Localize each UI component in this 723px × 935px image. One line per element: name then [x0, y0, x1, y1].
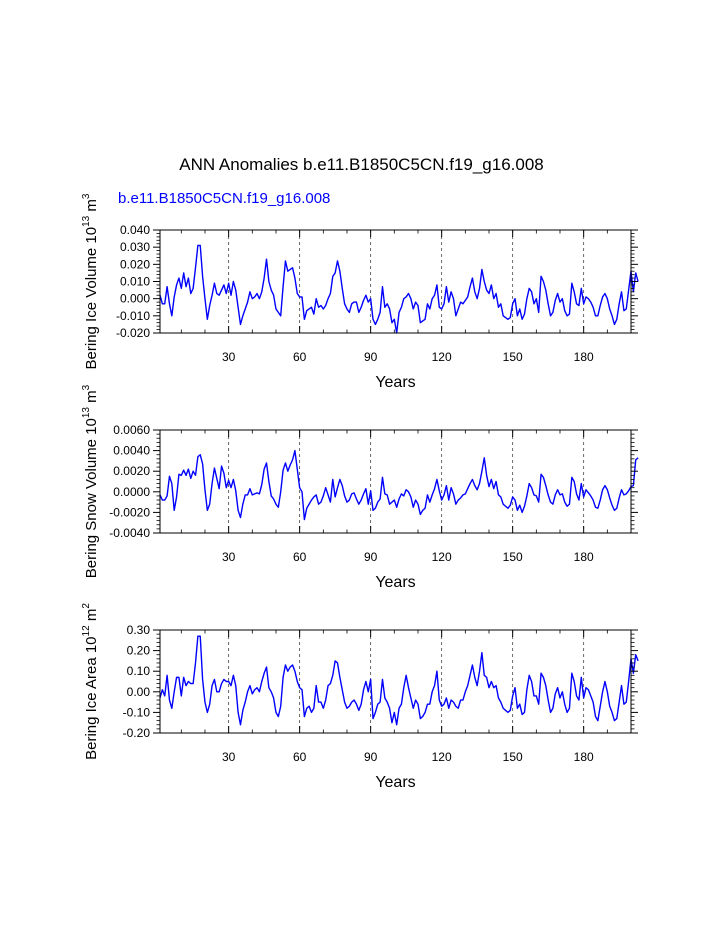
y-tick-label: 0.0040	[113, 444, 150, 458]
y-tick-label: 0.10	[127, 664, 151, 678]
y-tick-label: 0.0060	[113, 423, 150, 437]
x-tick-label: 90	[364, 750, 378, 764]
y-tick-label: -0.0040	[109, 526, 150, 540]
y-tick-label: 0.040	[120, 223, 150, 237]
plot-frame	[159, 629, 632, 734]
x-tick-label: 150	[503, 350, 523, 364]
x-tick-label: 180	[574, 750, 594, 764]
x-axis-title: Years	[375, 574, 415, 591]
x-tick-label: 120	[432, 350, 452, 364]
x-tick-label: 120	[432, 550, 452, 564]
y-tick-label: 0.0000	[113, 485, 150, 499]
y-tick-label: 0.020	[120, 257, 150, 271]
x-tick-label: 30	[222, 550, 236, 564]
y-tick-label: -0.010	[116, 309, 150, 323]
y-tick-label: 0.00	[127, 685, 151, 699]
y-tick-label: 0.000	[120, 292, 150, 306]
x-tick-label: 90	[364, 350, 378, 364]
y-tick-label: -0.10	[123, 705, 151, 719]
chart-panel-2: 30 60 90 120 150 180 -0.0040 -0.0020 0.0000 0.002…	[81, 384, 639, 591]
plot-frame	[159, 429, 632, 534]
x-tick-label: 60	[293, 750, 307, 764]
plot-frame	[159, 229, 632, 334]
x-tick-label: 90	[364, 550, 378, 564]
y-tick-label: 0.20	[127, 644, 151, 658]
x-tick-label: 120	[432, 750, 452, 764]
case-label: b.e11.B1850C5CN.f19_g16.008	[118, 190, 331, 207]
x-axis-title: Years	[375, 774, 415, 791]
x-tick-label: 150	[503, 750, 523, 764]
y-axis-title: Bering Ice Volume 1013 m3	[81, 193, 100, 369]
series-line	[159, 244, 639, 334]
chart-panel-3: 30 60 90 120 150 180 -0.20 -0.10 0.00 0.10 0.20 0.3…	[81, 603, 639, 791]
chart-panel-1: 30 60 90 120 150 180 -0.020 -0.010 0.000 0.010 0.0…	[81, 193, 639, 391]
y-tick-label: 0.010	[120, 275, 150, 289]
x-tick-label: 180	[574, 550, 594, 564]
series-line	[159, 449, 639, 521]
y-tick-label: 0.30	[127, 623, 151, 637]
x-tick-label: 150	[503, 550, 523, 564]
x-tick-label: 60	[293, 550, 307, 564]
series-line	[159, 635, 639, 726]
y-axis-title: Bering Snow Volume 1013 m3	[81, 384, 100, 578]
x-tick-label: 30	[222, 750, 236, 764]
page-title: ANN Anomalies b.e11.B1850C5CN.f19_g16.00…	[179, 155, 544, 174]
y-axis-title: Bering Ice Area 1012 m2	[81, 603, 100, 760]
x-axis-title: Years	[375, 374, 415, 391]
y-tick-label: -0.20	[123, 726, 151, 740]
x-tick-label: 60	[293, 350, 307, 364]
x-tick-label: 30	[222, 350, 236, 364]
x-tick-label: 180	[574, 350, 594, 364]
y-tick-label: 0.030	[120, 240, 150, 254]
y-tick-label: -0.0020	[109, 505, 150, 519]
y-tick-label: -0.020	[116, 326, 150, 340]
y-tick-label: 0.0020	[113, 464, 150, 478]
